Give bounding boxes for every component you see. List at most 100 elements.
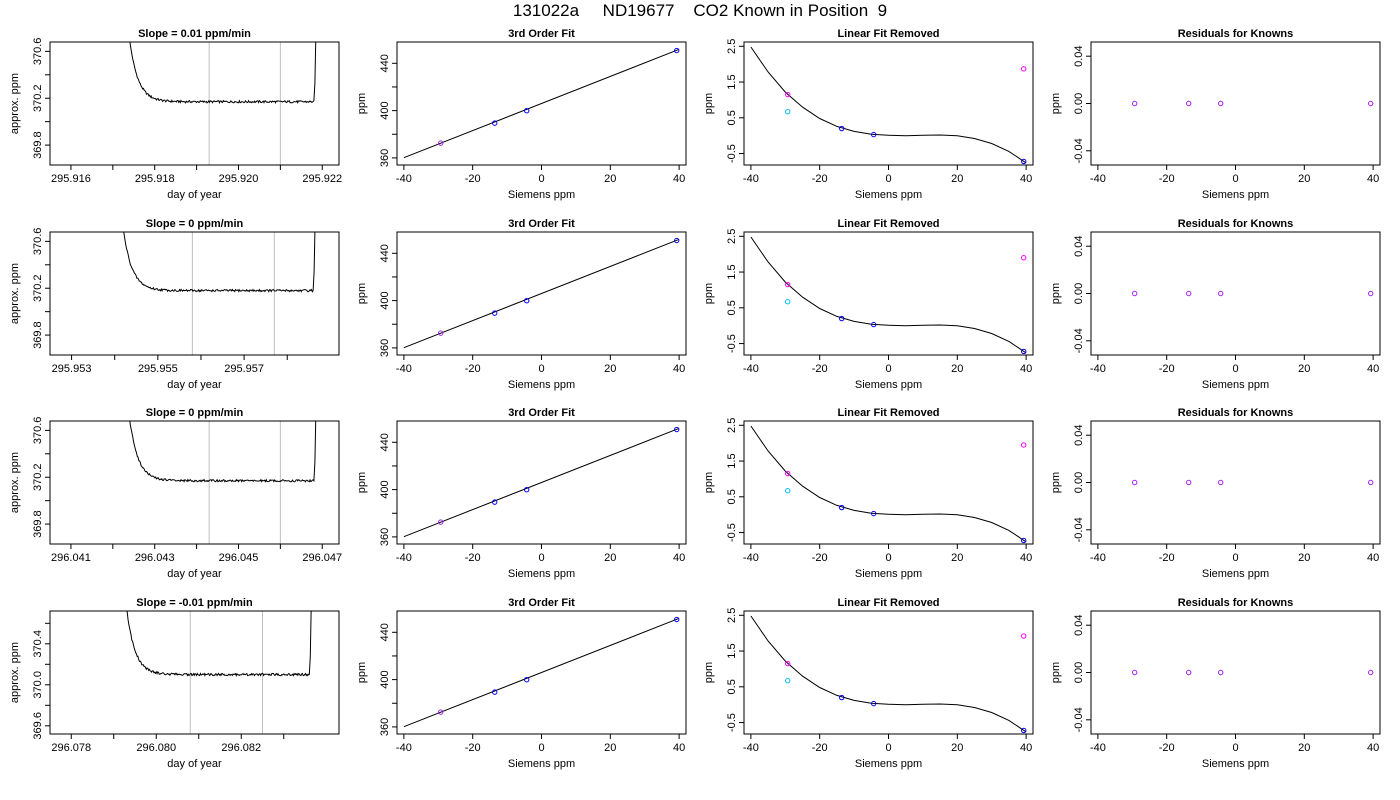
y-axis-label: ppm xyxy=(356,93,368,114)
data-point xyxy=(1218,479,1224,486)
x-tick-label: 0 xyxy=(1232,363,1238,375)
x-tick-label: 20 xyxy=(604,552,616,564)
chart-panel-r1c1: 3rd Order Fit -40 -20 0 20 40 Siemens ppm 360 40… xyxy=(356,218,687,391)
y-tick-label: 0.5 xyxy=(726,489,738,504)
data-point xyxy=(784,109,791,115)
y-tick-label: 0.5 xyxy=(726,679,738,694)
x-tick-label: 0 xyxy=(885,742,891,754)
concentration-trace xyxy=(126,611,312,677)
plot-frame xyxy=(743,41,1034,166)
x-tick-label: 0 xyxy=(538,363,544,375)
y-tick-label: -0.04 xyxy=(1073,707,1085,732)
x-tick-label: 20 xyxy=(604,363,616,375)
y-tick-label: 0.04 xyxy=(1073,235,1085,256)
x-tick-label: -40 xyxy=(396,173,412,185)
chart-panel-r0c2: Linear Fit Removed -40 -20 0 20 40 Siemens ppm… xyxy=(703,28,1034,201)
data-point xyxy=(674,237,680,244)
chart-panel-r0c0: Slope = 0.01 ppm/min 295.916 295.918 295.92… xyxy=(9,28,342,201)
chart-panel-r2c2: Linear Fit Removed -40 -20 0 20 40 Siemens ppm… xyxy=(703,407,1034,580)
x-tick-label: -20 xyxy=(812,552,828,564)
x-tick-label: -20 xyxy=(812,173,828,185)
chart-title: Slope = 0 ppm/min xyxy=(146,407,244,419)
plot-area xyxy=(750,46,1027,165)
y-tick-label: 440 xyxy=(379,433,391,451)
plot-frame xyxy=(49,231,340,356)
x-tick-label: -20 xyxy=(465,742,481,754)
chart-panel-r2c0: Slope = 0 ppm/min 296.041 296.043 296.045 29… xyxy=(9,407,342,580)
x-axis-label: Siemens ppm xyxy=(1202,568,1269,580)
fit-line xyxy=(403,238,680,349)
data-point xyxy=(1131,290,1138,297)
y-tick-label: -0.04 xyxy=(1073,517,1085,542)
plot-frame xyxy=(743,610,1034,735)
data-point xyxy=(784,281,791,288)
data-point xyxy=(784,91,791,98)
y-tick-label: 370.6 xyxy=(32,228,44,256)
data-point xyxy=(1131,669,1138,676)
chart-title: Residuals for Knowns xyxy=(1178,28,1294,40)
y-tick-label: -0.04 xyxy=(1073,328,1085,353)
data-point xyxy=(1021,633,1027,639)
plot-frame xyxy=(1090,420,1381,545)
plot-frame xyxy=(1090,610,1381,735)
y-tick-label: 360 xyxy=(379,528,391,546)
plot-frame xyxy=(396,231,687,356)
chart-title: 3rd Order Fit xyxy=(508,597,575,609)
chart-title: 3rd Order Fit xyxy=(508,218,575,230)
plot-area xyxy=(129,421,317,544)
data-point xyxy=(1021,537,1027,544)
chart-panel-r1c2: Linear Fit Removed -40 -20 0 20 40 Siemens ppm… xyxy=(703,218,1034,391)
plot-area xyxy=(129,42,317,165)
data-point xyxy=(674,47,680,54)
data-point xyxy=(1218,669,1224,676)
x-tick-label: -20 xyxy=(1159,742,1175,754)
x-tick-label: 0 xyxy=(885,363,891,375)
x-tick-label: 296.080 xyxy=(136,742,176,754)
cubic-fit-curve xyxy=(750,615,1027,733)
concentration-trace xyxy=(129,42,317,105)
data-point xyxy=(437,519,444,525)
x-tick-label: -40 xyxy=(743,552,759,564)
y-tick-label: 370.6 xyxy=(32,417,44,445)
y-axis-label: ppm xyxy=(356,472,368,493)
x-tick-label: 20 xyxy=(1298,173,1310,185)
x-tick-label: -20 xyxy=(465,173,481,185)
chart-title: Linear Fit Removed xyxy=(837,597,939,609)
data-point xyxy=(1021,158,1027,165)
y-tick-label: 360 xyxy=(379,149,391,167)
chart-panel-r3c1: 3rd Order Fit -40 -20 0 20 40 Siemens ppm 360 40… xyxy=(356,597,687,770)
data-point xyxy=(1368,290,1374,297)
y-tick-label: 2.5 xyxy=(726,608,738,623)
chart-title: Linear Fit Removed xyxy=(837,218,939,230)
x-tick-label: 0 xyxy=(538,552,544,564)
chart-panel-r3c3: Residuals for Knowns -40 -20 0 20 40 Siemens p… xyxy=(1050,597,1381,770)
x-tick-label: 0 xyxy=(538,173,544,185)
y-tick-label: 0.00 xyxy=(1073,662,1085,683)
data-point xyxy=(674,616,680,623)
concentration-trace xyxy=(123,232,316,293)
x-axis-label: Siemens ppm xyxy=(508,379,575,391)
x-axis-label: Siemens ppm xyxy=(508,758,575,770)
data-point xyxy=(784,660,791,667)
x-tick-label: 20 xyxy=(1298,742,1310,754)
chart-title: 3rd Order Fit xyxy=(508,407,575,419)
x-tick-label: 296.082 xyxy=(221,742,261,754)
y-axis-label: ppm xyxy=(1050,283,1062,304)
data-point xyxy=(1186,669,1192,676)
chart-panel-r2c1: 3rd Order Fit -40 -20 0 20 40 Siemens ppm 360 40… xyxy=(356,407,687,580)
x-tick-label: 0 xyxy=(885,173,891,185)
data-point xyxy=(492,689,498,695)
fit-line xyxy=(403,48,680,159)
plot-frame xyxy=(396,420,687,545)
data-point xyxy=(1131,479,1138,486)
x-tick-label: 40 xyxy=(1020,742,1032,754)
plot-frame xyxy=(1090,41,1381,166)
x-tick-label: -20 xyxy=(465,552,481,564)
x-axis-label: Siemens ppm xyxy=(1202,189,1269,201)
x-tick-label: 40 xyxy=(1020,363,1032,375)
data-point xyxy=(1021,66,1027,72)
x-tick-label: 296.041 xyxy=(51,552,91,564)
x-tick-label: 20 xyxy=(951,552,963,564)
plot-area xyxy=(1131,100,1374,107)
